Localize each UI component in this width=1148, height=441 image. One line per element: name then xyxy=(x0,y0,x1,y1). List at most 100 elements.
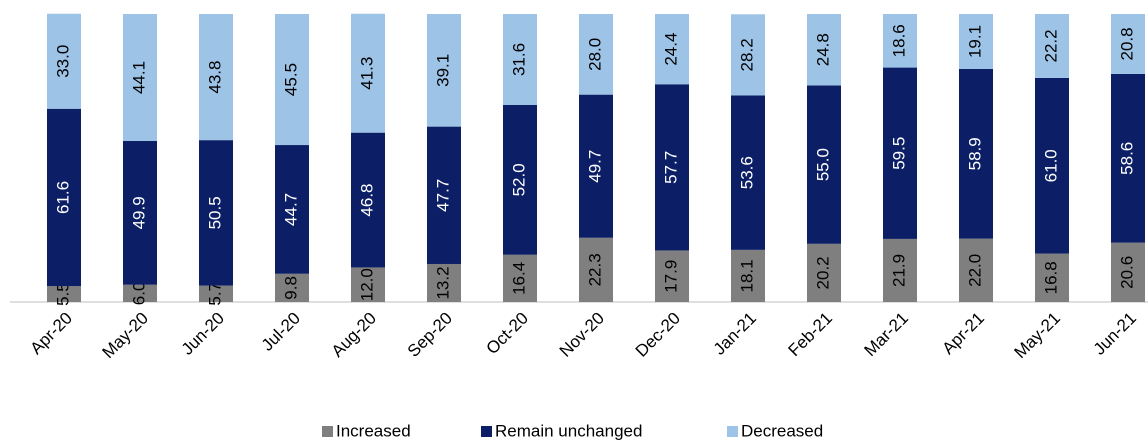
bar-segment xyxy=(731,249,765,302)
bar-segment xyxy=(655,84,689,251)
data-label: 46.8 xyxy=(357,184,376,217)
legend-label: Decreased xyxy=(741,421,823,440)
bar-segment xyxy=(579,94,613,238)
data-label: 16.4 xyxy=(509,262,528,295)
data-label: 18.6 xyxy=(889,24,908,57)
data-label: 49.7 xyxy=(585,150,604,183)
x-tick-label: Sep-20 xyxy=(404,309,456,361)
data-label: 24.4 xyxy=(661,33,680,66)
bar-segment xyxy=(275,145,309,274)
data-label: 20.2 xyxy=(813,256,832,289)
data-label: 5.7 xyxy=(205,282,224,306)
data-label: 58.6 xyxy=(1117,142,1136,175)
bar-segment xyxy=(731,14,765,96)
x-tick-label: Nov-20 xyxy=(556,309,608,361)
data-label: 52.0 xyxy=(509,163,528,196)
data-label: 24.8 xyxy=(813,33,832,66)
bar-segment xyxy=(351,267,385,302)
data-label: 41.3 xyxy=(357,57,376,90)
x-tick-label: Apr-21 xyxy=(938,309,988,359)
x-tick-label: Feb-21 xyxy=(784,309,836,361)
bar-segment xyxy=(807,85,841,244)
bar-segment xyxy=(123,14,157,142)
bar-segment xyxy=(883,67,917,239)
bar-segment xyxy=(959,238,993,302)
data-label: 47.7 xyxy=(433,179,452,212)
bar-segment xyxy=(655,14,689,85)
bar-segment xyxy=(579,14,613,95)
data-label: 6.0 xyxy=(129,282,148,306)
data-label: 31.6 xyxy=(509,43,528,76)
data-label: 28.2 xyxy=(737,38,756,71)
data-label: 18.1 xyxy=(737,259,756,292)
bar-segment xyxy=(883,238,917,302)
bar-segment xyxy=(655,250,689,302)
x-tick-label: Jul-20 xyxy=(258,309,304,355)
bar-segment xyxy=(427,126,461,264)
data-label: 20.8 xyxy=(1117,27,1136,60)
data-label: 50.5 xyxy=(205,196,224,229)
bar-segment xyxy=(959,69,993,239)
bar-segment xyxy=(199,285,233,302)
bar-segment xyxy=(275,14,309,146)
data-label: 19.1 xyxy=(965,25,984,58)
bar-segment xyxy=(807,243,841,302)
bar-segment xyxy=(123,141,157,285)
bar-segment xyxy=(1035,77,1069,254)
x-tick-label: May-20 xyxy=(98,309,152,363)
x-tick-label: Apr-20 xyxy=(26,309,76,359)
data-label: 33.0 xyxy=(53,45,72,78)
data-label: 39.1 xyxy=(433,54,452,87)
x-tick-label: May-21 xyxy=(1010,309,1064,363)
data-label: 57.7 xyxy=(661,151,680,184)
data-label: 61.6 xyxy=(53,181,72,214)
data-label: 22.0 xyxy=(965,254,984,287)
x-tick-label: Jun-21 xyxy=(1090,309,1140,359)
x-tick-label: Mar-21 xyxy=(860,309,912,361)
bar-segment xyxy=(1111,242,1145,302)
data-label: 28.0 xyxy=(585,38,604,71)
data-label: 22.3 xyxy=(585,253,604,286)
data-label: 44.1 xyxy=(129,61,148,94)
bar-segment xyxy=(959,14,993,70)
x-tick-label: Jan-21 xyxy=(710,309,760,359)
bar-segment xyxy=(427,14,461,127)
bar-segment xyxy=(427,263,461,302)
x-tick-label: Aug-20 xyxy=(328,309,380,361)
data-label: 43.8 xyxy=(205,61,224,94)
data-label: 13.2 xyxy=(433,266,452,299)
bar-segment xyxy=(1035,253,1069,302)
data-label: 55.0 xyxy=(813,148,832,181)
data-label: 53.6 xyxy=(737,156,756,189)
data-label: 22.2 xyxy=(1041,29,1060,62)
bar-segment xyxy=(503,14,537,106)
data-label: 17.9 xyxy=(661,260,680,293)
bar-segment xyxy=(883,14,917,68)
legend-swatch xyxy=(727,426,738,437)
bar-segment xyxy=(579,237,613,302)
bar-segment xyxy=(199,140,233,286)
bar-segment xyxy=(503,105,537,255)
bar-segment xyxy=(503,254,537,302)
data-label: 5.5 xyxy=(53,282,72,306)
bar-segment xyxy=(275,273,309,302)
bar-segment xyxy=(807,14,841,86)
data-label: 44.7 xyxy=(281,193,300,226)
bar-segment xyxy=(1035,14,1069,78)
bar-segment xyxy=(731,95,765,250)
bar-segment xyxy=(47,286,81,302)
x-tick-label: Dec-20 xyxy=(632,309,684,361)
legend-swatch xyxy=(322,426,333,437)
data-label: 45.5 xyxy=(281,63,300,96)
bar-segment xyxy=(123,284,157,302)
x-tick-label: Jun-20 xyxy=(178,309,228,359)
legend-label: Remain unchanged xyxy=(495,421,642,440)
data-label: 61.0 xyxy=(1041,149,1060,182)
data-label: 49.9 xyxy=(129,196,148,229)
bar-segment xyxy=(47,13,81,109)
data-label: 59.5 xyxy=(889,137,908,170)
data-label: 9.8 xyxy=(281,276,300,300)
bar-segment xyxy=(47,108,81,287)
data-label: 58.9 xyxy=(965,137,984,170)
